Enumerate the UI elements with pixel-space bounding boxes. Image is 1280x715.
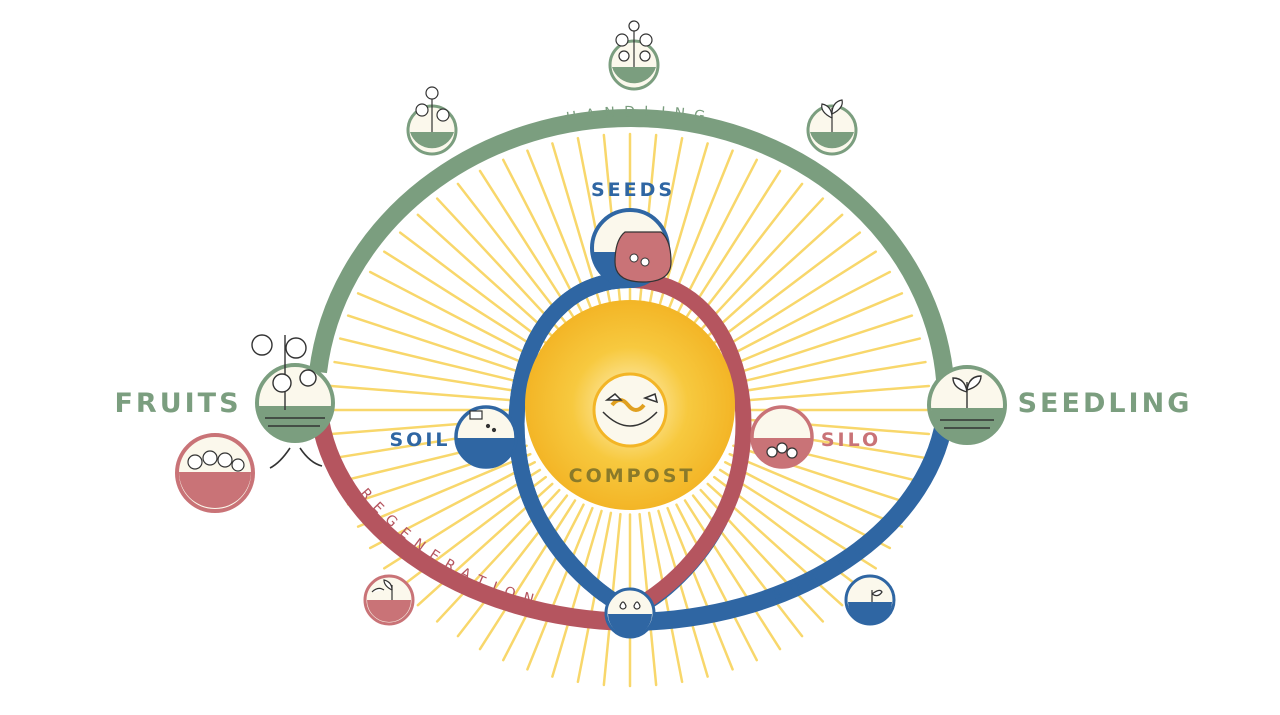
- sowing-icon: [871, 589, 883, 602]
- inner-red-loop: [626, 272, 752, 618]
- water-node: [604, 587, 656, 639]
- sun-ray: [456, 494, 569, 638]
- compost-label: COMPOST: [569, 465, 696, 487]
- sun-ray: [435, 197, 561, 332]
- sun-ray: [416, 213, 554, 338]
- sun-ray: [383, 250, 542, 352]
- sun-ray: [657, 509, 709, 678]
- sun-ray: [735, 337, 922, 385]
- sun-ray: [713, 231, 862, 345]
- silo-node: [750, 405, 814, 469]
- sun-ray: [338, 337, 525, 385]
- handling-arc-label: HANDLING: [565, 104, 715, 126]
- harvest-basket-icon: [187, 450, 245, 472]
- sun-ray: [478, 499, 577, 651]
- sowing-node: [844, 574, 896, 626]
- seed-sack-icon: [614, 231, 672, 283]
- harvest-node: [175, 433, 255, 513]
- compost-circle: [592, 372, 668, 448]
- node-top-left: [406, 86, 458, 156]
- sun-ray: [456, 182, 569, 326]
- soil-watering-icon: [469, 410, 497, 433]
- sun-ray: [691, 182, 804, 326]
- sun-ray: [478, 169, 577, 321]
- soil-label: SOIL: [389, 429, 450, 451]
- sun-ray: [683, 169, 782, 321]
- sun-ray: [732, 314, 914, 376]
- sun-ray: [333, 360, 523, 394]
- sun-ray: [738, 384, 931, 403]
- handling-arc: [309, 109, 955, 396]
- sun-ray: [666, 506, 734, 671]
- sun-ray: [724, 461, 892, 550]
- sun-rays: [328, 132, 932, 688]
- soil-node: [454, 405, 518, 469]
- node-top: [608, 20, 660, 91]
- sun-ray: [501, 503, 585, 662]
- sun-ray: [329, 384, 522, 403]
- seedling-icon: [940, 375, 994, 429]
- sun-ray: [526, 506, 594, 671]
- sun-ray: [576, 511, 613, 684]
- regeneration-node: [363, 574, 415, 626]
- sun-ray: [551, 509, 603, 678]
- plant-sprout-icon: [821, 99, 843, 132]
- sun-ray: [691, 494, 804, 638]
- seeds-node: [590, 208, 672, 288]
- regeneration-arc: [309, 399, 631, 631]
- sowing-arc: [629, 409, 955, 631]
- sun-ray: [718, 250, 877, 352]
- sun-ray: [368, 270, 536, 359]
- sun-ray: [356, 452, 532, 528]
- seedling-label: SEEDLING: [1018, 388, 1193, 419]
- sun-ray: [737, 360, 927, 394]
- plant-flowering-icon: [415, 86, 450, 132]
- sun-ray: [683, 499, 782, 651]
- fruits-plant-icon: [251, 334, 325, 427]
- sun-ray: [699, 197, 825, 332]
- sun-ray: [398, 231, 547, 345]
- sun-ray: [728, 452, 904, 528]
- compost-worm-icon: [602, 392, 659, 427]
- sun-ray: [724, 270, 892, 359]
- hand-plant-icon: [371, 579, 393, 600]
- water-drops-icon: [619, 601, 641, 610]
- sun-ray: [346, 314, 528, 376]
- sun-ray: [728, 292, 904, 368]
- silo-label: SILO: [821, 429, 881, 451]
- sun-ray: [706, 213, 844, 338]
- silo-seeds-icon: [766, 442, 798, 459]
- fruits-node: [251, 334, 335, 469]
- sun-ray: [356, 292, 532, 368]
- seedling-node: [927, 365, 1007, 445]
- seeds-label: SEEDS: [591, 179, 675, 201]
- node-top-right: [806, 99, 858, 156]
- sun-ray: [675, 503, 759, 662]
- fruits-label: FRUITS: [114, 388, 241, 419]
- plant-fruiting-icon: [615, 20, 653, 67]
